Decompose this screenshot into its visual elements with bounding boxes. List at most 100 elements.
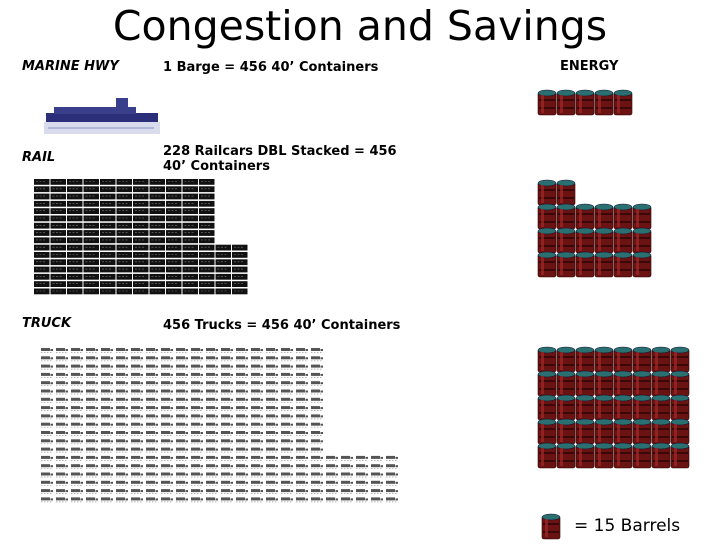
truck-icon bbox=[281, 348, 293, 353]
truck-icon bbox=[206, 455, 218, 461]
railcar-icon bbox=[133, 200, 149, 207]
truck-icon bbox=[191, 389, 203, 395]
railcar-icon bbox=[34, 259, 50, 266]
truck-icon bbox=[281, 447, 293, 453]
truck-icon bbox=[56, 489, 68, 494]
truck-icon bbox=[116, 389, 128, 395]
truck-icon bbox=[131, 381, 143, 387]
truck-icon bbox=[281, 439, 293, 445]
barrel-icon bbox=[537, 418, 557, 445]
barrel-icon bbox=[670, 394, 690, 421]
truck-icon bbox=[311, 414, 323, 420]
truck-icon bbox=[221, 439, 233, 445]
truck-icon bbox=[326, 464, 338, 470]
truck-icon bbox=[266, 397, 278, 403]
truck-icon bbox=[131, 348, 143, 353]
truck-icon bbox=[71, 480, 83, 486]
rail-label: RAIL bbox=[22, 150, 56, 165]
truck-icon bbox=[251, 414, 263, 420]
railcar-icon bbox=[182, 273, 198, 280]
railcar-icon bbox=[34, 186, 50, 193]
legend-barrel-icon bbox=[541, 513, 561, 540]
truck-icon bbox=[101, 455, 113, 461]
truck-icon bbox=[371, 497, 383, 503]
truck-icon bbox=[221, 489, 233, 494]
railcar-icon bbox=[149, 193, 165, 200]
truck-icon bbox=[191, 381, 203, 387]
truck-icon bbox=[101, 480, 113, 486]
truck-icon bbox=[281, 372, 293, 378]
truck-icon bbox=[251, 364, 263, 370]
railcar-icon bbox=[67, 281, 83, 287]
truck-icon bbox=[236, 489, 248, 494]
truck-icon bbox=[146, 372, 158, 378]
truck-icon bbox=[281, 480, 293, 486]
truck-icon bbox=[281, 472, 293, 478]
truck-icon bbox=[296, 497, 308, 503]
rail-description: 228 Railcars DBL Stacked = 456 40’ Conta… bbox=[163, 144, 397, 174]
truck-icon bbox=[146, 455, 158, 461]
railcar-icon bbox=[83, 237, 99, 244]
barge-tug bbox=[116, 98, 128, 108]
truck-icon bbox=[191, 372, 203, 378]
railcar-icon bbox=[182, 266, 198, 273]
truck-icon bbox=[41, 414, 53, 420]
truck-icon bbox=[131, 422, 143, 428]
truck-icon bbox=[251, 406, 263, 411]
truck-icon bbox=[101, 489, 113, 494]
truck-icon bbox=[116, 364, 128, 370]
truck-icon bbox=[131, 439, 143, 445]
truck-icon bbox=[206, 372, 218, 378]
barrel-icon bbox=[537, 251, 557, 278]
railcar-icon bbox=[166, 179, 182, 185]
truck-icon bbox=[251, 480, 263, 486]
truck-icon bbox=[221, 356, 233, 362]
truck-icon bbox=[221, 455, 233, 461]
truck-icon bbox=[41, 422, 53, 428]
truck-icon bbox=[341, 472, 353, 478]
truck-icon bbox=[56, 406, 68, 411]
truck-icon bbox=[251, 348, 263, 353]
truck-icon bbox=[311, 356, 323, 362]
railcar-icon bbox=[149, 273, 165, 280]
railcar-icon bbox=[199, 215, 215, 222]
barrel-icon bbox=[575, 89, 595, 116]
railcar-icon bbox=[199, 179, 215, 185]
truck-icon bbox=[131, 389, 143, 395]
railcar-icon bbox=[166, 237, 182, 244]
truck-icon bbox=[86, 472, 98, 478]
barrel-icon bbox=[670, 418, 690, 445]
railcar-icon bbox=[182, 179, 198, 185]
truck-icon bbox=[266, 381, 278, 387]
truck-icon bbox=[236, 356, 248, 362]
truck-icon bbox=[131, 406, 143, 411]
railcar-icon bbox=[182, 259, 198, 266]
energy-label: ENERGY bbox=[560, 59, 619, 74]
truck-icon bbox=[296, 406, 308, 411]
railcar-icon bbox=[100, 273, 116, 280]
truck-icon bbox=[161, 497, 173, 503]
railcar-icon bbox=[199, 244, 215, 251]
truck-icon bbox=[56, 439, 68, 445]
truck-icon bbox=[311, 372, 323, 378]
truck-icon bbox=[236, 406, 248, 411]
truck-icon bbox=[176, 480, 188, 486]
railcar-icon bbox=[50, 208, 66, 214]
truck-icon bbox=[116, 489, 128, 494]
truck-label: TRUCK bbox=[22, 316, 72, 331]
truck-icon bbox=[146, 439, 158, 445]
truck-icon bbox=[236, 397, 248, 403]
railcar-icon bbox=[149, 179, 165, 185]
railcar-icon bbox=[67, 288, 83, 295]
truck-icon bbox=[221, 381, 233, 387]
truck-icon bbox=[146, 356, 158, 362]
barrel-icon bbox=[613, 370, 633, 397]
barrel-icon bbox=[632, 203, 652, 230]
truck-icon bbox=[71, 389, 83, 395]
railcar-icon bbox=[50, 288, 66, 295]
truck-icon bbox=[206, 356, 218, 362]
barrel-icon bbox=[541, 513, 561, 540]
railcar-icon bbox=[199, 186, 215, 193]
barrel-icon bbox=[556, 418, 576, 445]
railcar-icon bbox=[133, 222, 149, 229]
